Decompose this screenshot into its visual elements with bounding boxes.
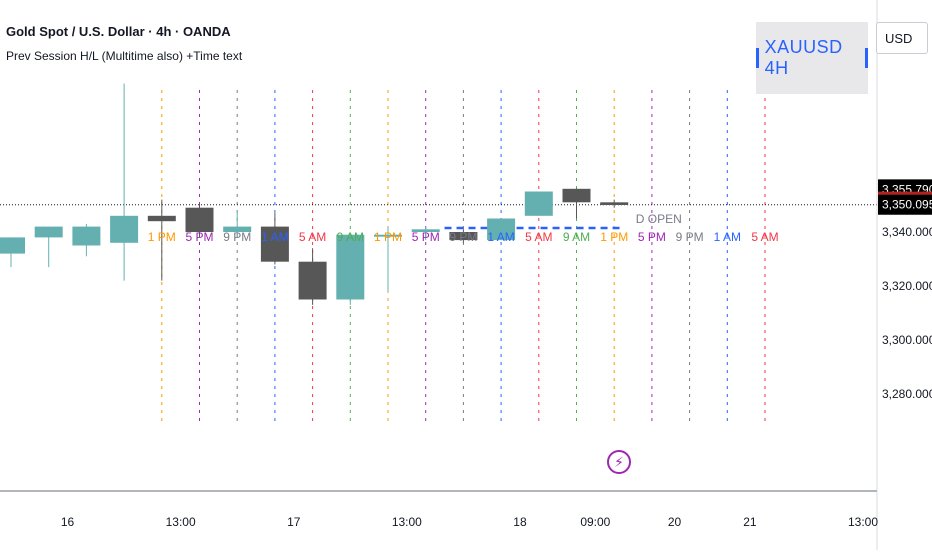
time-tick-label: 18 bbox=[513, 515, 527, 529]
candle-body bbox=[72, 226, 101, 246]
symbol-badge: XAUUSD 4H bbox=[756, 22, 868, 94]
lightning-icon[interactable]: ⚡ bbox=[607, 450, 631, 474]
candle-body bbox=[147, 215, 176, 222]
price-tick-label: 3,320.000 bbox=[882, 279, 932, 293]
session-label: 5 PM bbox=[412, 230, 440, 244]
time-tick-label: 13:00 bbox=[392, 515, 422, 529]
bull-candle bbox=[487, 218, 516, 241]
bull-candle bbox=[411, 226, 440, 241]
bull-candle bbox=[374, 226, 402, 292]
bear-candle bbox=[185, 205, 214, 238]
bull-candle bbox=[336, 234, 365, 305]
session-label: 5 PM bbox=[185, 230, 213, 244]
session-label: 5 AM bbox=[751, 230, 778, 244]
session-label: 1 AM bbox=[714, 230, 741, 244]
session-label: 5 AM bbox=[299, 230, 326, 244]
indicator-title[interactable]: Prev Session H/L (Multitime also) +Time … bbox=[6, 49, 243, 63]
session-label: 1 AM bbox=[261, 230, 288, 244]
time-tick-label: 13:00 bbox=[166, 515, 196, 529]
time-tick-label: 20 bbox=[668, 515, 682, 529]
session-label: 5 AM bbox=[525, 230, 552, 244]
d-open-line: D OPEN bbox=[444, 212, 682, 230]
d-open-label: D OPEN bbox=[636, 212, 682, 226]
session-label: 1 AM bbox=[487, 230, 514, 244]
session-grid bbox=[161, 90, 766, 425]
time-axis[interactable]: 16 13:00 17 13:00 18 09:00 20 21 13:00 bbox=[61, 515, 878, 529]
badge-text: XAUUSD 4H bbox=[764, 37, 843, 78]
price-axis-label-bg bbox=[878, 194, 932, 215]
time-tick-label: 16 bbox=[61, 515, 75, 529]
candle-body bbox=[487, 218, 516, 241]
price-tick-label: 3,340.000 bbox=[882, 225, 932, 239]
bear-candle bbox=[260, 213, 289, 265]
candle-body bbox=[260, 226, 289, 262]
session-label: 5 PM bbox=[638, 230, 666, 244]
badge-bar-left bbox=[756, 48, 759, 68]
time-tick-label: 09:00 bbox=[580, 515, 610, 529]
badge-bar-right bbox=[865, 48, 868, 68]
candle-body bbox=[110, 215, 139, 243]
candle-body bbox=[411, 229, 440, 232]
time-tick-label: 17 bbox=[287, 515, 301, 529]
price-axis[interactable]: 3,280.000 3,300.000 3,320.000 3,340.000 3,35… bbox=[878, 179, 932, 401]
bear-candle bbox=[147, 199, 176, 281]
bull-candle bbox=[524, 191, 553, 216]
symbol-title[interactable]: Gold Spot / U.S. Dollar · 4h · OANDA bbox=[6, 24, 231, 39]
price-tick-label: 3,300.000 bbox=[882, 333, 932, 347]
price-tick-label: 3,280.000 bbox=[882, 387, 932, 401]
candle-body bbox=[524, 191, 553, 216]
session-label: 9 PM bbox=[676, 230, 704, 244]
session-label: 1 PM bbox=[600, 230, 628, 244]
bull-candle bbox=[72, 223, 101, 257]
bear-candle bbox=[562, 188, 591, 219]
candle-body bbox=[562, 188, 591, 203]
candle-body bbox=[298, 261, 327, 300]
bull-candle bbox=[34, 226, 63, 268]
candle-body bbox=[449, 232, 478, 241]
candle-body bbox=[600, 202, 629, 205]
session-labels: 1 PM 5 PM 9 PM 1 AM 5 AM 9 AM 1 PM 5 PM 9 PM 1 AM… bbox=[148, 230, 779, 244]
candle-body bbox=[223, 226, 252, 232]
session-label: 9 PM bbox=[449, 230, 477, 244]
price-axis-label-text: 3,350.095 bbox=[882, 198, 932, 212]
candles bbox=[0, 83, 629, 305]
session-label: 1 PM bbox=[374, 230, 402, 244]
bear-candle bbox=[600, 199, 629, 208]
session-label: 9 AM bbox=[563, 230, 590, 244]
time-tick-label: 13:00 bbox=[848, 515, 878, 529]
bull-candle bbox=[0, 237, 25, 268]
time-tick-label: 21 bbox=[743, 515, 757, 529]
candle-body bbox=[336, 234, 365, 300]
session-label: 1 PM bbox=[148, 230, 176, 244]
candle-body bbox=[374, 234, 402, 237]
candle-body bbox=[34, 226, 63, 238]
bull-candle bbox=[110, 83, 139, 281]
session-label: 9 AM bbox=[337, 230, 364, 244]
bull-candle bbox=[223, 210, 252, 238]
bear-candle bbox=[449, 229, 478, 243]
currency-button[interactable]: USD bbox=[876, 22, 928, 54]
session-label: 9 PM bbox=[223, 230, 251, 244]
candle-body bbox=[0, 237, 25, 254]
price-axis-label: 3,350.095 bbox=[878, 194, 932, 215]
bear-candle bbox=[298, 248, 327, 305]
candle-body bbox=[185, 207, 214, 232]
